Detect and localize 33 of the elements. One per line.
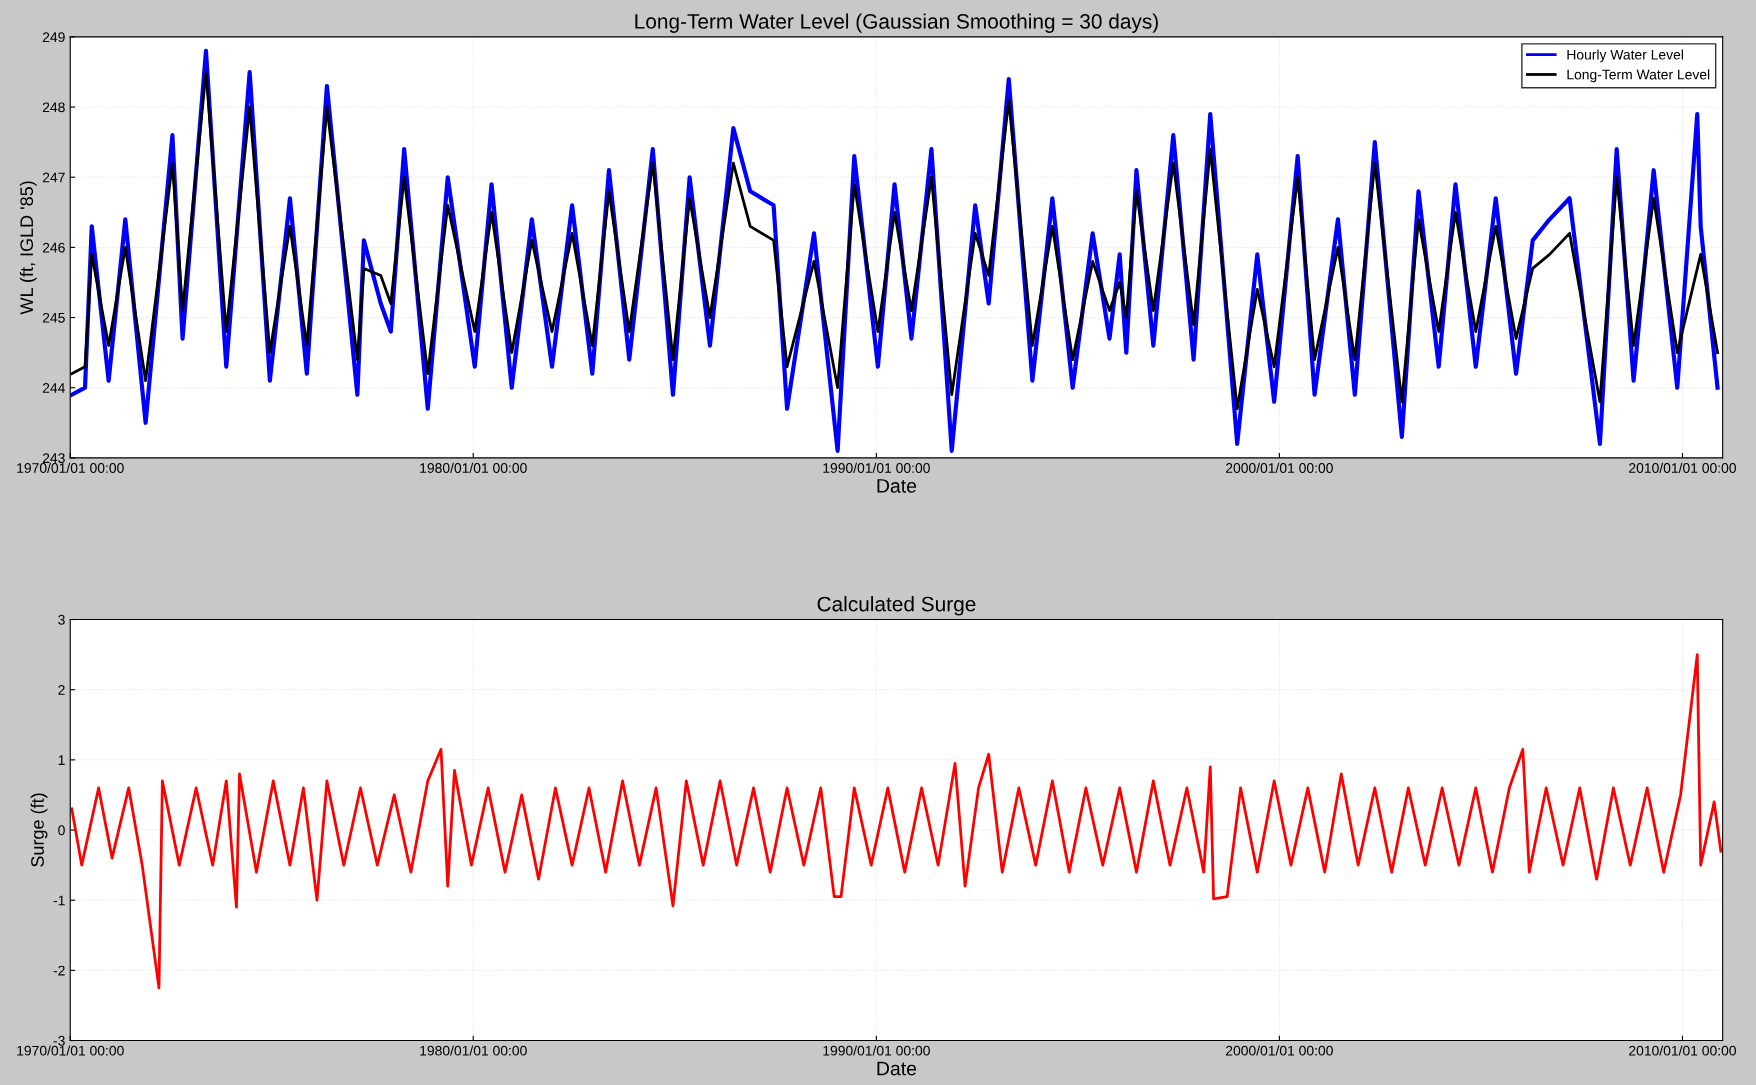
line-series <box>70 653 1723 990</box>
y-tick-label: 1 <box>58 755 65 765</box>
x-tick-label: 1980/01/01 00:00 <box>420 462 527 473</box>
x-axis-title: Date <box>877 479 917 493</box>
legend-label: Hourly Water Level <box>1567 49 1683 63</box>
chart-title: Long-Term Water Level (Gaussian Smoothing = 30 days) <box>635 13 1158 33</box>
y-tick-label: -2 <box>53 965 65 976</box>
y-tick-label: 246 <box>42 242 65 253</box>
y-tick-label: 247 <box>42 172 65 183</box>
y-tick-label: 2 <box>58 685 65 695</box>
x-tick-label: 2010/01/01 00:00 <box>1629 462 1736 473</box>
y-axis-title: Surge (ft) <box>30 793 48 867</box>
y-tick-label: -1 <box>53 895 65 906</box>
x-tick-label: 1970/01/01 00:00 <box>17 1045 124 1056</box>
x-tick-label: 1990/01/01 00:00 <box>823 462 930 473</box>
y-tick-label: 3 <box>58 614 65 625</box>
chart-title: Calculated Surge <box>817 596 976 616</box>
x-tick-label: 2000/01/01 00:00 <box>1226 1045 1333 1056</box>
x-axis-title: Date <box>877 1061 917 1076</box>
y-axis-title: WL (ft, IGLD '85) <box>19 181 37 315</box>
y-tick-label: -3 <box>53 1035 65 1046</box>
x-tick-label: 1980/01/01 00:00 <box>420 1045 527 1056</box>
x-tick-label: 1990/01/01 00:00 <box>823 1045 930 1056</box>
y-tick-label: 245 <box>42 312 65 323</box>
y-tick-label: 248 <box>42 102 65 113</box>
y-tick-label: 249 <box>42 32 65 43</box>
x-tick-label: 2000/01/01 00:00 <box>1226 462 1333 473</box>
y-tick-label: 0 <box>58 825 65 836</box>
x-tick-label: 2010/01/01 00:00 <box>1629 1045 1736 1056</box>
x-tick-label: 1970/01/01 00:00 <box>17 462 124 473</box>
y-tick-label: 243 <box>42 453 65 464</box>
y-tick-label: 244 <box>42 383 65 393</box>
legend-label: Long-Term Water Level <box>1567 69 1710 83</box>
